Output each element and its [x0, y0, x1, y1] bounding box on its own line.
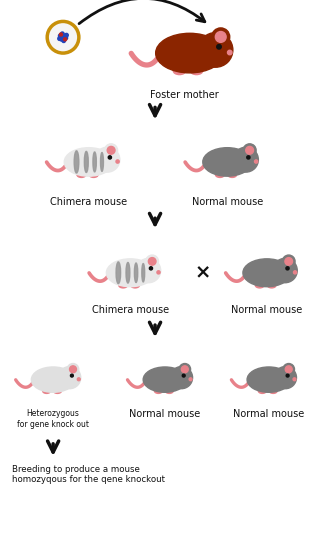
- Circle shape: [274, 366, 296, 389]
- Ellipse shape: [203, 148, 252, 176]
- Circle shape: [286, 374, 289, 377]
- Ellipse shape: [100, 153, 103, 171]
- Circle shape: [243, 144, 256, 157]
- Ellipse shape: [155, 389, 162, 394]
- Circle shape: [60, 33, 62, 36]
- Circle shape: [215, 32, 226, 42]
- Text: ×: ×: [194, 263, 211, 282]
- Ellipse shape: [247, 367, 291, 392]
- Ellipse shape: [126, 262, 130, 283]
- Circle shape: [58, 37, 61, 41]
- Circle shape: [179, 364, 191, 375]
- Ellipse shape: [173, 67, 186, 75]
- Ellipse shape: [43, 389, 51, 394]
- Ellipse shape: [106, 259, 154, 287]
- Circle shape: [246, 146, 253, 154]
- Circle shape: [107, 146, 115, 154]
- Ellipse shape: [156, 33, 224, 73]
- Circle shape: [77, 378, 80, 381]
- Circle shape: [60, 37, 63, 41]
- Circle shape: [108, 156, 111, 159]
- Circle shape: [60, 32, 64, 36]
- Circle shape: [182, 374, 185, 377]
- Circle shape: [95, 147, 120, 172]
- Ellipse shape: [243, 259, 291, 287]
- Circle shape: [285, 257, 292, 265]
- Ellipse shape: [64, 148, 113, 176]
- Circle shape: [148, 257, 156, 265]
- Ellipse shape: [134, 263, 138, 282]
- Ellipse shape: [143, 367, 187, 392]
- Circle shape: [64, 38, 67, 41]
- Ellipse shape: [116, 262, 121, 284]
- Circle shape: [283, 364, 294, 375]
- Ellipse shape: [269, 389, 277, 394]
- Circle shape: [157, 271, 160, 274]
- Text: Chimera mouse: Chimera mouse: [92, 305, 169, 316]
- Circle shape: [62, 39, 66, 43]
- Circle shape: [67, 364, 79, 375]
- Circle shape: [181, 366, 188, 373]
- Circle shape: [146, 255, 158, 268]
- Circle shape: [48, 22, 77, 52]
- Circle shape: [282, 255, 295, 268]
- Ellipse shape: [93, 152, 96, 172]
- Text: Foster mother: Foster mother: [150, 90, 219, 100]
- Ellipse shape: [228, 172, 236, 177]
- Text: Normal mouse: Normal mouse: [192, 197, 263, 207]
- Ellipse shape: [190, 67, 203, 75]
- Circle shape: [285, 366, 292, 373]
- Ellipse shape: [53, 389, 61, 394]
- Circle shape: [189, 378, 192, 381]
- Text: Normal mouse: Normal mouse: [231, 305, 302, 316]
- Text: Normal mouse: Normal mouse: [233, 410, 304, 419]
- Ellipse shape: [74, 151, 79, 173]
- Circle shape: [70, 374, 73, 377]
- Circle shape: [233, 147, 258, 172]
- Circle shape: [171, 366, 193, 389]
- Circle shape: [247, 156, 250, 159]
- Ellipse shape: [84, 151, 88, 172]
- Circle shape: [64, 36, 68, 40]
- Ellipse shape: [77, 172, 86, 177]
- Ellipse shape: [142, 264, 145, 282]
- Circle shape: [65, 34, 68, 37]
- Circle shape: [293, 378, 296, 381]
- Circle shape: [217, 44, 221, 49]
- Circle shape: [212, 28, 230, 46]
- Ellipse shape: [131, 282, 140, 288]
- Text: Heterozygous
for gene knock out: Heterozygous for gene knock out: [17, 410, 89, 429]
- Circle shape: [59, 34, 62, 37]
- Ellipse shape: [89, 172, 98, 177]
- Circle shape: [228, 50, 232, 55]
- Ellipse shape: [255, 282, 264, 288]
- Ellipse shape: [258, 389, 266, 394]
- Ellipse shape: [31, 367, 75, 392]
- Circle shape: [63, 34, 66, 37]
- Text: Breeding to produce a mouse
homozyqous for the qene knockout: Breeding to produce a mouse homozyqous f…: [12, 465, 164, 484]
- Circle shape: [69, 366, 76, 373]
- Text: Normal mouse: Normal mouse: [129, 410, 201, 419]
- Circle shape: [293, 271, 297, 274]
- Circle shape: [254, 160, 258, 163]
- Circle shape: [136, 258, 161, 282]
- Ellipse shape: [215, 172, 224, 177]
- Circle shape: [273, 258, 297, 282]
- Circle shape: [286, 267, 289, 270]
- Circle shape: [105, 144, 117, 157]
- Circle shape: [59, 366, 81, 389]
- Circle shape: [198, 33, 233, 67]
- Ellipse shape: [267, 282, 276, 288]
- Circle shape: [116, 160, 119, 163]
- Ellipse shape: [165, 389, 173, 394]
- Circle shape: [149, 267, 153, 270]
- Text: Chimera mouse: Chimera mouse: [50, 197, 127, 207]
- Ellipse shape: [119, 282, 127, 288]
